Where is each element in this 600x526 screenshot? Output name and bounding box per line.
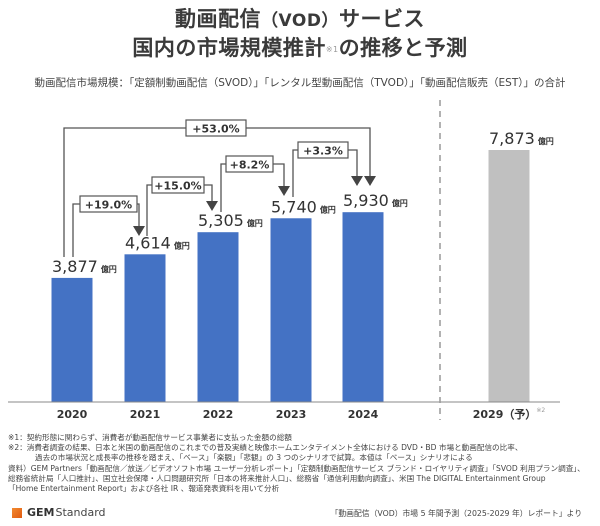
footnote-text: 契約形態に関わらず、消費者が動画配信サービス事業者に支払った金額の総額	[26, 433, 292, 442]
bar-chart: +19.0% +15.0% +8.2% +3.3% +53.0% 3,877 億円 4,61…	[8, 100, 560, 421]
bar-2024	[342, 212, 384, 402]
connector-line	[292, 149, 298, 197]
value-label: 5,740 億円	[271, 197, 336, 216]
value-label: 7,873 億円	[489, 129, 554, 148]
connector-line	[246, 127, 371, 177]
footnote-text: 過去の市場状況と成長率の推移を踏まえ、「ベース」「楽観」「悲観」の 3 つのシナ…	[35, 453, 473, 462]
title-text: サービス	[338, 7, 425, 31]
bar-2021	[124, 254, 166, 402]
footnote-marker: ※1	[325, 45, 339, 54]
growth-annotation: +19.0%	[72, 195, 145, 257]
connector-line	[348, 149, 358, 177]
logo-text-bold: GEM	[27, 506, 55, 519]
x-tick-label: 2023	[276, 408, 307, 421]
source-line: 総務省統計局「人口推計」、国立社会保障・人口問題研究所「日本の将来推計人口」、総…	[8, 474, 546, 483]
unit-label: 億円	[101, 264, 117, 274]
down-arrow-icon	[351, 176, 363, 186]
growth-label-box	[185, 119, 247, 137]
growth-label-box	[297, 141, 349, 159]
bar-2022	[197, 232, 239, 402]
source-line: 「Home Entertainment Report」および各社 IR 、報道発…	[8, 484, 280, 493]
value-label: 5,305 億円	[198, 211, 263, 230]
connector-line	[63, 127, 186, 257]
growth-annotation: +15.0%	[146, 176, 218, 236]
growth-annotation: +53.0%	[63, 119, 376, 257]
connector-line	[137, 203, 140, 227]
gem-standard-logo: GEM Standard	[12, 506, 106, 519]
down-arrow-icon	[278, 186, 290, 196]
value-label: 5,930 億円	[343, 191, 408, 210]
footnote-text: 消費者調査の結果、日本と米国の動画配信のこれまでの普及実績と映像ホームエンタテイ…	[26, 443, 523, 452]
growth-label-box	[151, 176, 205, 194]
unit-label: 億円	[247, 218, 263, 228]
growth-connectors: +19.0% +15.0% +8.2% +3.3% +53.0%	[63, 119, 376, 257]
x-tick-label: 2020	[57, 408, 88, 421]
unit-label: 億円	[538, 136, 554, 146]
source-line: 資料）GEM Partners「動画配信／放送／ビデオソフト市場 ユーザー分析レ…	[8, 464, 585, 473]
growth-label-box	[79, 195, 138, 213]
unit-label: 億円	[174, 240, 190, 250]
growth-label: +53.0%	[192, 123, 239, 136]
x-tick-label: 2022	[203, 408, 234, 421]
footnote-2: ※2：消費者調査の結果、日本と米国の動画配信のこれまでの普及実績と映像ホームエン…	[8, 443, 522, 463]
logo-square-icon	[12, 507, 22, 518]
footnote-label: ※2：	[8, 443, 27, 452]
growth-label: +3.3%	[303, 145, 343, 158]
connector-line	[220, 163, 226, 212]
value-label: 4,614 億円	[125, 233, 190, 252]
chart-title-line2: 国内の市場規模推計※1の推移と予測	[0, 35, 600, 61]
bars	[51, 150, 530, 402]
source-notes: 資料）GEM Partners「動画配信／放送／ビデオソフト市場 ユーザー分析レ…	[8, 464, 585, 494]
x-axis-ticks: 2020 2021 2022 2023 2024 2029（予）※2	[57, 407, 546, 421]
report-credit: 「動画配信（VOD）市場 5 年間予測（2025-2029 年）レポート」より	[330, 509, 582, 518]
unit-label: 億円	[392, 198, 408, 208]
footnote-marker: ※2	[536, 407, 545, 414]
footnote-label: ※1：	[8, 433, 27, 442]
down-arrow-icon	[364, 176, 376, 186]
chart-subtitle: 動画配信市場規模：「定額制動画配信（SVOD）」「レンタル型動画配信（TVOD）…	[34, 77, 566, 89]
growth-label: +15.0%	[154, 180, 201, 193]
bar-2029	[488, 150, 530, 402]
down-arrow-icon	[133, 226, 145, 236]
bar-2020	[51, 277, 93, 402]
down-arrow-icon	[206, 201, 218, 211]
bar-2023	[270, 218, 312, 402]
title-text: 動画配信	[175, 7, 262, 31]
unit-label: 億円	[320, 204, 336, 214]
connector-line	[146, 184, 152, 236]
connector-line	[204, 184, 213, 202]
footnote-1: ※1：契約形態に関わらず、消費者が動画配信サービス事業者に支払った金額の総額	[8, 433, 292, 443]
growth-label: +19.0%	[85, 199, 132, 212]
connector-line	[72, 203, 80, 257]
title-text: 国内の市場規模推計	[132, 36, 326, 60]
connector-line	[273, 163, 285, 187]
x-tick-label: 2021	[130, 408, 161, 421]
value-label: 3,877 億円	[52, 257, 117, 276]
logo-text: Standard	[55, 506, 106, 519]
x-tick-label: 2024	[348, 408, 379, 421]
growth-label: +8.2%	[230, 159, 270, 172]
growth-annotation: +8.2%	[220, 155, 290, 212]
chart-title-line1: 動画配信（VOD）サービス	[0, 6, 600, 34]
x-tick-label: 2029（予）※2	[473, 407, 546, 421]
growth-annotation: +3.3%	[292, 141, 363, 197]
title-text: （VOD）	[261, 11, 339, 31]
growth-label-box	[225, 155, 274, 173]
title-text: の推移と予測	[338, 36, 468, 60]
